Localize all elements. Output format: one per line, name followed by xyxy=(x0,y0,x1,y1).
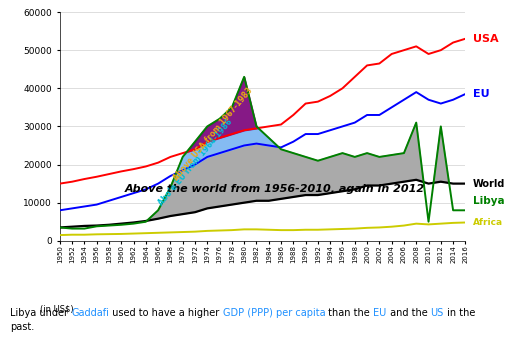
Text: EU: EU xyxy=(373,308,386,318)
Text: past.: past. xyxy=(10,322,35,332)
Text: and the: and the xyxy=(386,308,431,318)
Text: used to have a higher: used to have a higher xyxy=(109,308,223,318)
Text: (in US$): (in US$) xyxy=(40,305,73,314)
Text: US: US xyxy=(431,308,444,318)
Text: World: World xyxy=(473,179,505,189)
Text: GDP (PPP) per capita: GDP (PPP) per capita xyxy=(223,308,326,318)
Text: USA: USA xyxy=(473,34,498,44)
Text: Africa: Africa xyxy=(473,218,503,227)
Text: than the: than the xyxy=(326,308,373,318)
Text: Libya under: Libya under xyxy=(10,308,72,318)
Text: Above the world from 1956-2010, again in 2012: Above the world from 1956-2010, again in… xyxy=(125,184,425,194)
Text: Gaddafi: Gaddafi xyxy=(72,308,109,318)
Text: Abo’e EU from 1964-1986: Abo’e EU from 1964-1986 xyxy=(156,118,234,208)
Text: in the: in the xyxy=(444,308,475,318)
Text: Libya: Libya xyxy=(473,196,504,206)
Text: EU: EU xyxy=(473,89,489,99)
Text: Above USA from 1967-1983: Above USA from 1967-1983 xyxy=(172,86,255,182)
